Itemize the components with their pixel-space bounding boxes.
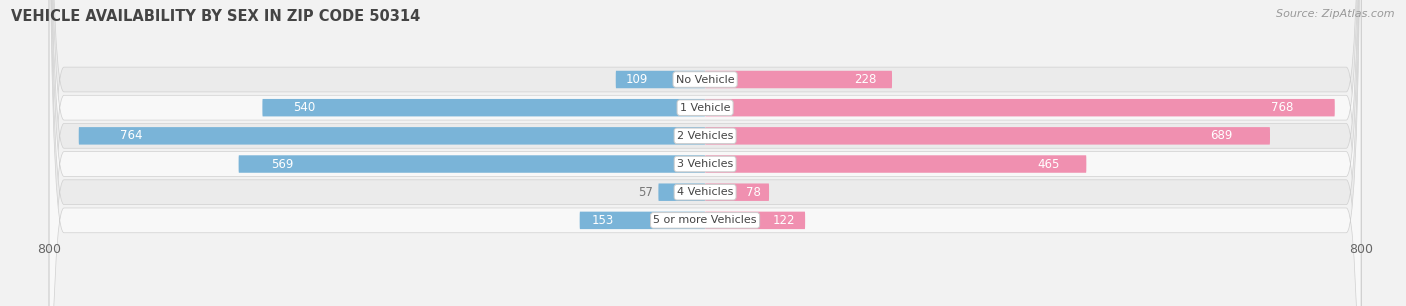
Text: 57: 57 xyxy=(638,186,654,199)
Text: VEHICLE AVAILABILITY BY SEX IN ZIP CODE 50314: VEHICLE AVAILABILITY BY SEX IN ZIP CODE … xyxy=(11,9,420,24)
Text: 109: 109 xyxy=(626,73,648,86)
Text: 78: 78 xyxy=(747,186,761,199)
Text: 228: 228 xyxy=(855,73,877,86)
Text: No Vehicle: No Vehicle xyxy=(676,75,734,84)
Text: 2 Vehicles: 2 Vehicles xyxy=(676,131,734,141)
Text: 540: 540 xyxy=(292,101,315,114)
Text: 689: 689 xyxy=(1209,129,1232,142)
FancyBboxPatch shape xyxy=(579,212,706,229)
FancyBboxPatch shape xyxy=(706,127,1270,145)
Text: 153: 153 xyxy=(592,214,613,227)
FancyBboxPatch shape xyxy=(239,155,706,173)
FancyBboxPatch shape xyxy=(706,99,1334,116)
Text: 764: 764 xyxy=(121,129,143,142)
FancyBboxPatch shape xyxy=(706,212,806,229)
Text: 3 Vehicles: 3 Vehicles xyxy=(676,159,734,169)
FancyBboxPatch shape xyxy=(49,0,1361,306)
FancyBboxPatch shape xyxy=(616,71,706,88)
FancyBboxPatch shape xyxy=(706,71,891,88)
Text: 768: 768 xyxy=(1271,101,1294,114)
FancyBboxPatch shape xyxy=(263,99,706,116)
FancyBboxPatch shape xyxy=(49,0,1361,306)
FancyBboxPatch shape xyxy=(49,0,1361,306)
Text: 122: 122 xyxy=(772,214,794,227)
FancyBboxPatch shape xyxy=(49,0,1361,306)
FancyBboxPatch shape xyxy=(79,127,706,145)
Text: 5 or more Vehicles: 5 or more Vehicles xyxy=(654,215,756,225)
FancyBboxPatch shape xyxy=(658,184,706,201)
Text: 569: 569 xyxy=(271,158,292,170)
Text: 4 Vehicles: 4 Vehicles xyxy=(676,187,734,197)
Text: Source: ZipAtlas.com: Source: ZipAtlas.com xyxy=(1277,9,1395,19)
FancyBboxPatch shape xyxy=(706,184,769,201)
FancyBboxPatch shape xyxy=(706,155,1087,173)
FancyBboxPatch shape xyxy=(49,0,1361,306)
Text: 465: 465 xyxy=(1038,158,1059,170)
FancyBboxPatch shape xyxy=(49,0,1361,306)
Text: 1 Vehicle: 1 Vehicle xyxy=(681,103,730,113)
